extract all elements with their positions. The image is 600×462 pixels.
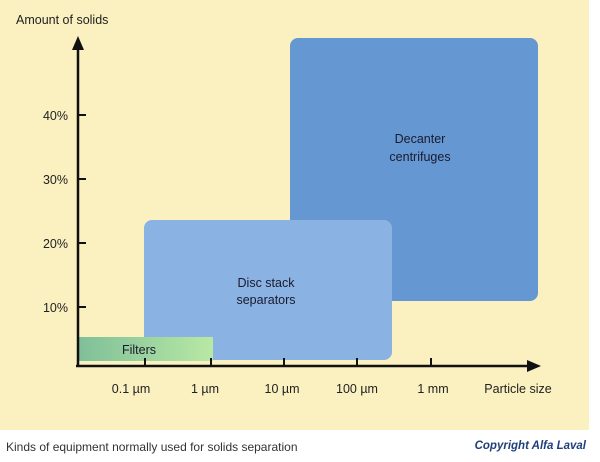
x-axis-title: Particle size bbox=[484, 382, 551, 396]
y-tick-label: 40% bbox=[43, 109, 68, 123]
decanter-label-line2: centrifuges bbox=[389, 150, 450, 164]
x-tick-label: 1 µm bbox=[191, 382, 219, 396]
copyright-notice: Copyright Alfa Laval bbox=[474, 440, 586, 452]
x-tick-label: 1 mm bbox=[417, 382, 448, 396]
y-axis-title: Amount of solids bbox=[16, 13, 108, 27]
x-axis-arrow bbox=[527, 360, 541, 372]
disc-stack-region bbox=[144, 220, 392, 360]
y-tick-label: 10% bbox=[43, 301, 68, 315]
decanter-label-line1: Decanter bbox=[395, 132, 446, 146]
filters-region bbox=[78, 337, 213, 361]
disc-stack-label-line2: separators bbox=[236, 293, 295, 307]
x-tick-label: 100 µm bbox=[336, 382, 378, 396]
x-tick-label: 0.1 µm bbox=[112, 382, 150, 396]
x-tick-label: 10 µm bbox=[265, 382, 300, 396]
y-tick-label: 20% bbox=[43, 237, 68, 251]
y-tick-label: 30% bbox=[43, 173, 68, 187]
y-axis-arrow bbox=[72, 36, 84, 50]
figure-caption: Kinds of equipment normally used for sol… bbox=[6, 440, 298, 454]
disc-stack-label-line1: Disc stack bbox=[238, 276, 296, 290]
filters-label: Filters bbox=[122, 343, 156, 357]
